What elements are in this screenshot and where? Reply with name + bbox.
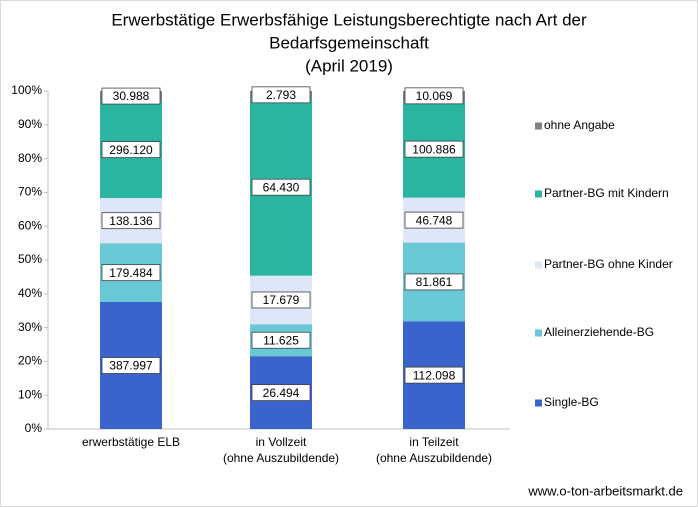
- data-label-box: [404, 366, 464, 384]
- data-label: 26.494: [263, 386, 300, 400]
- chart-title: Erwerbstätige Erwerbsfähige Leistungsber…: [111, 10, 587, 29]
- data-label-box: [404, 273, 464, 291]
- x-tick-label: in Vollzeit: [256, 435, 307, 449]
- legend-label: Alleinerziehende-BG: [544, 325, 654, 339]
- data-label-box: [404, 87, 464, 105]
- data-label-box: [251, 86, 311, 104]
- data-label: 387.997: [109, 359, 153, 373]
- chart-title: Bedarfsgemeinschaft: [269, 33, 429, 52]
- data-label-box: [101, 357, 161, 374]
- data-label: 112.098: [413, 368, 456, 382]
- source: www.o-ton-arbeitsmarkt.de: [527, 483, 683, 498]
- data-label: 10.069: [416, 89, 453, 103]
- data-label-box: [251, 331, 311, 349]
- data-label-box: [251, 291, 311, 309]
- y-tick-label: 20%: [18, 354, 42, 368]
- data-label: 64.430: [263, 180, 300, 194]
- x-tick-label: erwerbstätige ELB: [82, 435, 180, 449]
- legend-swatch: [535, 329, 542, 337]
- y-tick-label: 60%: [18, 218, 42, 232]
- legend-swatch: [535, 261, 542, 269]
- y-tick-label: 80%: [18, 151, 42, 165]
- y-tick-label: 10%: [18, 387, 42, 401]
- y-tick-label: 70%: [18, 185, 42, 199]
- legend-swatch: [535, 399, 542, 407]
- data-label-box: [404, 140, 464, 158]
- y-tick-label: 30%: [18, 320, 42, 334]
- data-label-box: [251, 178, 311, 196]
- x-tick-label: (ohne Auszubildende): [223, 451, 339, 465]
- data-label: 81.861: [416, 275, 453, 289]
- y-tick-label: 90%: [18, 117, 42, 131]
- data-label: 46.748: [416, 213, 453, 227]
- data-label: 11.625: [263, 333, 299, 347]
- data-label: 100.886: [412, 142, 456, 156]
- data-label: 138.136: [109, 214, 153, 228]
- data-label: 179.484: [109, 266, 153, 280]
- y-tick-label: 100%: [11, 83, 42, 97]
- x-tick-label: (ohne Auszubildende): [376, 451, 492, 465]
- data-label: 17.679: [263, 293, 300, 307]
- x-tick-label: in Teilzeit: [409, 435, 459, 449]
- y-tick-label: 0%: [25, 421, 43, 435]
- y-tick-label: 50%: [18, 252, 42, 266]
- legend-label: Partner-BG ohne Kinder: [544, 257, 673, 271]
- legend-label: Single-BG: [544, 395, 599, 409]
- y-tick-label: 40%: [18, 286, 42, 300]
- data-label-box: [101, 264, 161, 282]
- data-label-box: [101, 141, 161, 159]
- legend-swatch: [535, 122, 542, 130]
- data-label: 2.793: [266, 88, 296, 102]
- chart-title: (April 2019): [305, 56, 393, 75]
- legend-label: Partner-BG mit Kindern: [544, 186, 669, 200]
- data-label: 296.120: [109, 143, 153, 157]
- data-label: 30.988: [113, 89, 150, 103]
- data-label-box: [101, 87, 161, 105]
- data-label-box: [404, 211, 464, 229]
- data-label-box: [251, 384, 311, 402]
- legend-swatch: [535, 190, 542, 198]
- legend-label: ohne Angabe: [544, 118, 615, 132]
- data-label-box: [101, 212, 161, 230]
